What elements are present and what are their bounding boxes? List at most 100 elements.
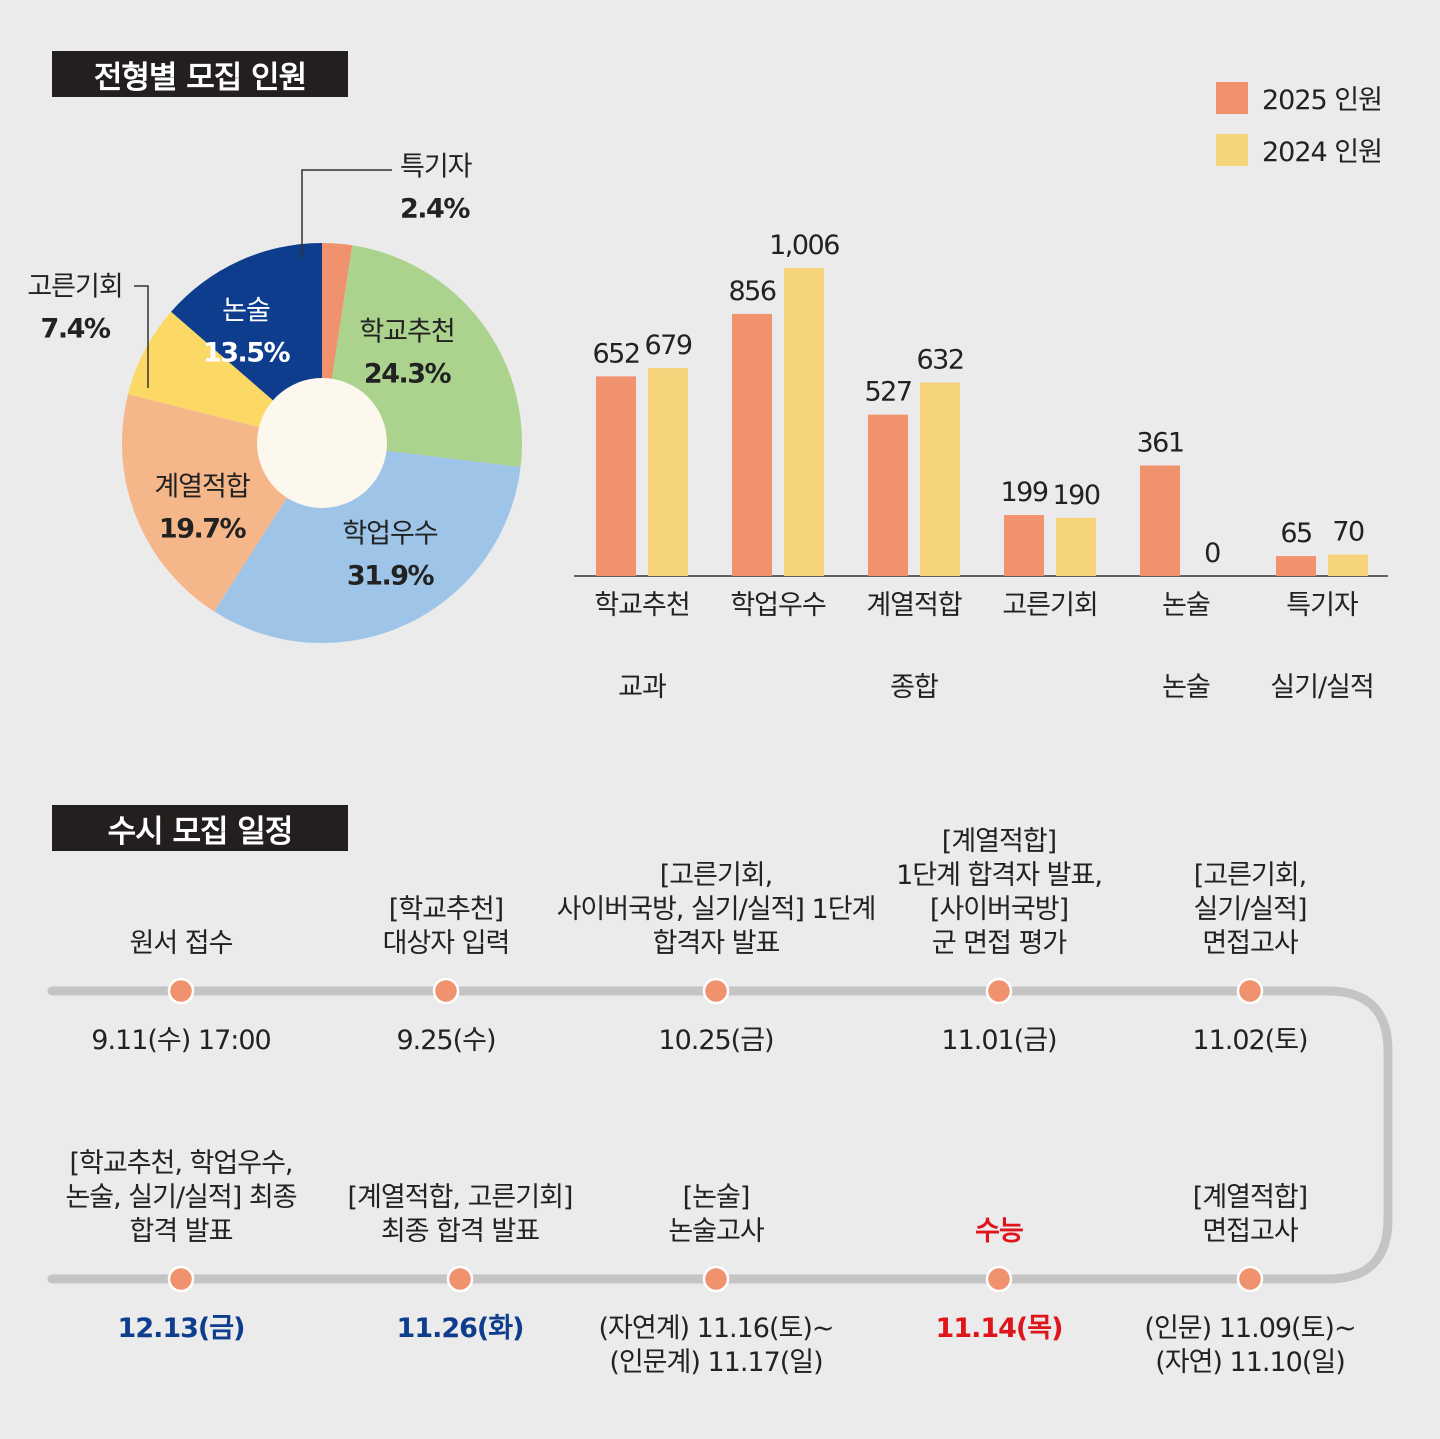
timeline-dot	[446, 1265, 474, 1293]
timeline-dot	[1236, 977, 1264, 1005]
schedule-event-date: 9.11(수) 17:00	[0, 1024, 371, 1058]
schedule-event-date-line: (인문계) 11.17(일)	[609, 1347, 823, 1378]
bar-category-label: 학업우수	[730, 590, 826, 621]
schedule-event-label: [계열적합] 1단계 합격자 발표, [사이버국방] 군 면접 평가	[809, 825, 1189, 961]
bar-group-label: 교과	[618, 672, 666, 703]
schedule-event-date-line: (자연계) 11.16(토)~	[598, 1313, 835, 1344]
bar-2024-3	[920, 382, 960, 576]
timeline-dot	[1236, 1265, 1264, 1293]
schedule-event-label: [고른기회, 사이버국방, 실기/실적] 1단계 합격자 발표	[526, 859, 906, 961]
schedule-event-label-line: 논술, 실기/실적] 최종	[65, 1182, 297, 1213]
schedule-event-label-line: 실기/실적]	[1193, 894, 1308, 925]
bar-category-label: 학교추천	[594, 590, 689, 621]
bar-category-label: 계열적합	[866, 590, 962, 621]
bar-value-label: 679	[644, 330, 691, 361]
pie-label: 학업우수	[342, 519, 438, 550]
schedule-event-label: [학교추천, 학업우수, 논술, 실기/실적] 최종 합격 발표	[0, 1147, 371, 1249]
bar-category-label: 논술	[1162, 590, 1210, 621]
schedule-event-date-line: (자연) 11.10(일)	[1155, 1347, 1346, 1378]
legend-label: 2025 인원	[1262, 85, 1382, 116]
pie-label: 논술	[222, 296, 270, 327]
bar-2025-5	[1140, 465, 1180, 576]
bar-group-label: 논술	[1162, 672, 1210, 703]
schedule-event-label-line: [논술]	[682, 1182, 751, 1213]
bar-value-label: 527	[864, 377, 911, 408]
bar-2025-3	[868, 414, 908, 576]
pie-value-label: 2.4%	[400, 194, 470, 225]
schedule-event-label-line: 사이버국방, 실기/실적] 1단계	[556, 894, 877, 925]
recruitment-section-title: 전형별 모집 인원	[52, 51, 348, 97]
schedule-event-date: 9.25(수)	[256, 1024, 636, 1058]
schedule-event-label-line: [고른기회,	[659, 860, 773, 891]
schedule-event-label-line: 대상자 입력	[382, 928, 511, 959]
schedule-event-label-line: [계열적합, 고른기회]	[347, 1182, 574, 1213]
schedule-event-date-line: 9.11(수) 17:00	[91, 1025, 271, 1056]
pie-label: 특기자	[400, 152, 473, 183]
schedule-event-date: 11.14(목)	[809, 1312, 1189, 1346]
bar-2024-2	[784, 268, 824, 576]
schedule-event-label-line: [사이버국방]	[929, 894, 1069, 925]
bar-2025-6	[1276, 556, 1316, 576]
bar-value-label: 632	[916, 345, 963, 376]
legend-swatch	[1216, 134, 1248, 166]
schedule-event-label-line: 논술고사	[668, 1216, 764, 1247]
schedule-event-label: 수능	[809, 1215, 1189, 1249]
schedule-event-label-line: [학교추천, 학업우수,	[69, 1148, 293, 1179]
bar-value-label: 1,006	[769, 230, 839, 261]
bar-value-label: 70	[1332, 517, 1364, 548]
bar-2025-1	[596, 376, 636, 576]
schedule-event-date-line: (인문) 11.09(토)~	[1144, 1313, 1356, 1344]
schedule-event-label-line: 최종 합격 발표	[380, 1216, 540, 1247]
schedule-event-date: 11.02(토)	[1060, 1024, 1440, 1058]
pie-chart: 특기자 2.4% 학교추천 24.3% 학업우수 31.9% 계열적합 19.7% 고른기회 7.…	[27, 152, 522, 644]
schedule-event-label-line: [고른기회,	[1193, 860, 1307, 891]
schedule-event-label: [논술] 논술고사	[526, 1181, 906, 1249]
pie-value-label: 13.5%	[203, 338, 291, 369]
pie-leader-line	[134, 285, 149, 388]
bar-category-label: 특기자	[1286, 590, 1359, 621]
bar-value-label: 190	[1052, 480, 1099, 511]
schedule-event-date-line: 9.25(수)	[396, 1025, 496, 1056]
bar-value-label: 0	[1204, 538, 1220, 569]
pie-label: 계열적합	[154, 472, 250, 503]
timeline-dot	[985, 977, 1013, 1005]
schedule-event-label-line: 면접고사	[1202, 928, 1298, 959]
schedule-event-label-line: 1단계 합격자 발표,	[896, 860, 1103, 891]
donut-hole	[257, 378, 387, 508]
schedule-event-label: [계열적합, 고른기회] 최종 합격 발표	[270, 1181, 650, 1249]
pie-value-label: 7.4%	[41, 314, 111, 345]
timeline-dot	[167, 977, 195, 1005]
schedule-event-date: 10.25(금)	[526, 1024, 906, 1058]
schedule-event-label-line: 합격 발표	[129, 1216, 234, 1247]
schedule-event-label-line: 합격자 발표	[652, 928, 781, 959]
schedule-event-date-line: 11.01(금)	[941, 1025, 1057, 1056]
schedule-event-date: (자연계) 11.16(토)~ (인문계) 11.17(일)	[526, 1312, 906, 1380]
bar-2024-1	[648, 368, 688, 576]
bar-group-label: 실기/실적	[1270, 672, 1373, 703]
timeline-dot	[985, 1265, 1013, 1293]
bar-value-label: 856	[728, 276, 775, 307]
schedule-event-date-line: 10.25(금)	[658, 1025, 774, 1056]
legend-label: 2024 인원	[1262, 137, 1382, 168]
schedule-section-title: 수시 모집 일정	[52, 805, 348, 851]
bar-value-label: 652	[592, 338, 639, 369]
bar-value-label: 65	[1280, 518, 1311, 549]
bar-2024-6	[1328, 554, 1368, 576]
schedule-event-label-line: [계열적합]	[941, 826, 1057, 857]
schedule-event-date-line: 11.02(토)	[1192, 1025, 1308, 1056]
bar-2024-4	[1056, 517, 1096, 576]
schedule-event-label-line: [학교추천]	[388, 894, 504, 925]
schedule-event-date: 11.01(금)	[809, 1024, 1189, 1058]
timeline-dot	[702, 1265, 730, 1293]
legend-swatch	[1216, 82, 1248, 114]
schedule-event-date-line: 11.14(목)	[935, 1313, 1064, 1344]
bar-group-label: 종합	[890, 672, 938, 703]
schedule-event-date: (인문) 11.09(토)~ (자연) 11.10(일)	[1060, 1312, 1440, 1380]
schedule-event-date: 12.13(금)	[0, 1312, 371, 1346]
schedule-event-date-line: 11.26(화)	[396, 1313, 525, 1344]
pie-leader-line	[301, 169, 392, 258]
pie-label: 학교추천	[359, 317, 454, 348]
pie-value-label: 24.3%	[364, 359, 452, 390]
bar-value-label: 199	[1000, 477, 1047, 508]
